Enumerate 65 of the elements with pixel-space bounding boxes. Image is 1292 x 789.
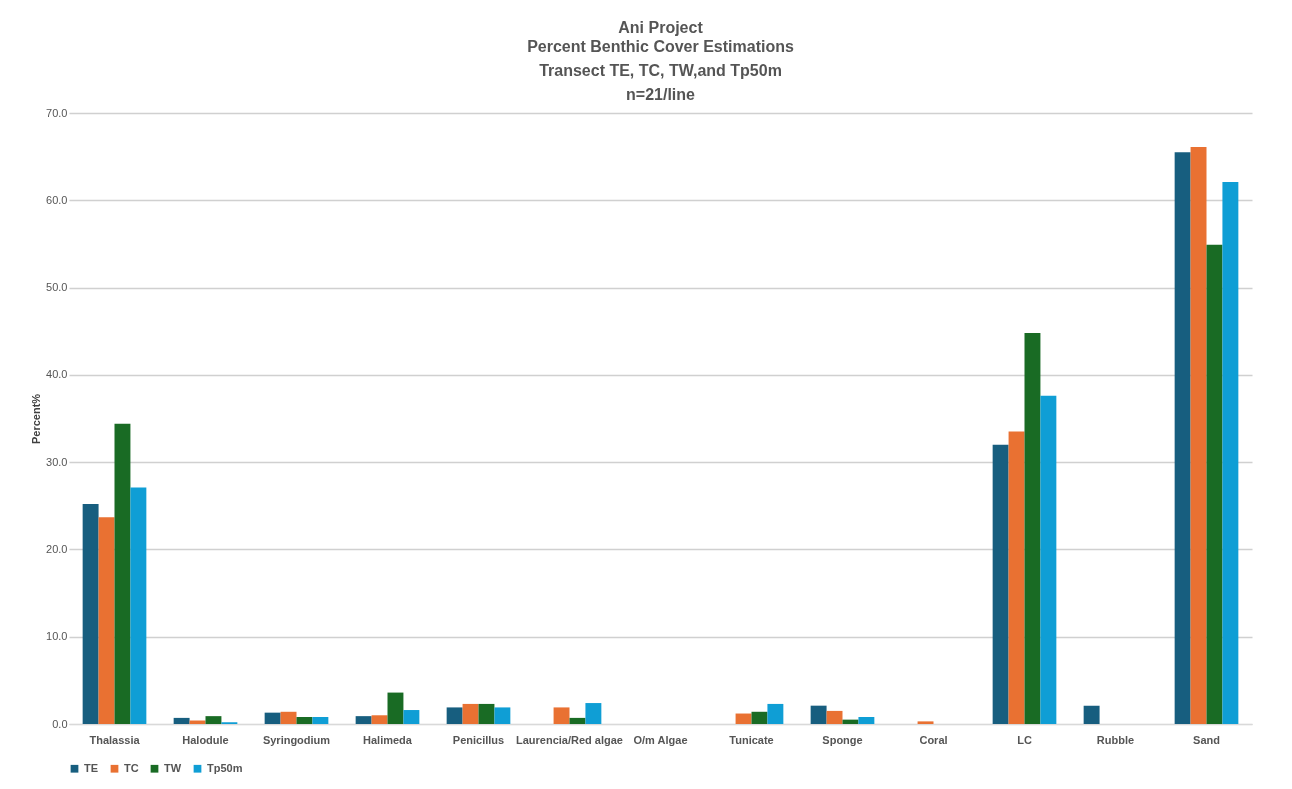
legend-label: TE bbox=[84, 761, 99, 774]
bar bbox=[371, 715, 388, 724]
bar bbox=[478, 703, 495, 724]
y-tick-label: 50.0 bbox=[46, 281, 68, 294]
y-tick-label: 20.0 bbox=[46, 542, 68, 555]
x-tick-label: Halimeda bbox=[363, 733, 413, 746]
bar bbox=[264, 712, 281, 724]
x-tick-label: O/m Algae bbox=[633, 733, 688, 746]
bar bbox=[462, 703, 479, 724]
chart-subtitle: Percent Benthic Cover Estimations Transect TE, TC, TW,and Tp50m n=21/line bbox=[527, 38, 794, 103]
bar bbox=[917, 721, 934, 724]
y-axis-title: Percent% bbox=[30, 393, 43, 445]
y-tick-label: 10.0 bbox=[46, 630, 68, 643]
y-tick-label: 40.0 bbox=[46, 368, 68, 381]
bar bbox=[1206, 244, 1223, 724]
bar bbox=[810, 705, 827, 724]
bar bbox=[1190, 147, 1207, 724]
bar bbox=[585, 703, 602, 724]
bar bbox=[205, 716, 222, 724]
y-tick-label: 60.0 bbox=[46, 193, 68, 206]
x-tick-label: Thalassia bbox=[89, 733, 141, 746]
bar bbox=[446, 707, 463, 724]
x-tick-label: Penicillus bbox=[452, 733, 505, 746]
bar bbox=[767, 703, 784, 724]
x-tick-label: Coral bbox=[919, 733, 948, 746]
bar bbox=[751, 711, 768, 724]
bar bbox=[387, 692, 404, 724]
bar bbox=[1222, 181, 1239, 724]
legend-label: TW bbox=[164, 761, 182, 774]
bar bbox=[296, 717, 313, 724]
x-tick-label: LC bbox=[1017, 733, 1032, 746]
bar bbox=[735, 713, 752, 724]
bar bbox=[280, 711, 297, 724]
bar bbox=[114, 423, 131, 724]
y-tick-label: 70.0 bbox=[46, 106, 68, 119]
y-tick-label: 30.0 bbox=[46, 455, 68, 468]
chart-title: Ani Project bbox=[618, 19, 704, 36]
x-tick-label: Laurencia/Red algae bbox=[516, 733, 623, 746]
bar bbox=[553, 707, 570, 724]
bar bbox=[1174, 152, 1191, 724]
x-tick-label: Syringodium bbox=[262, 733, 331, 746]
bar bbox=[173, 717, 190, 724]
bar bbox=[403, 710, 420, 724]
bar bbox=[355, 716, 372, 724]
bar bbox=[1024, 332, 1041, 724]
bar bbox=[826, 710, 843, 724]
x-tick-label: Sand bbox=[1193, 733, 1220, 746]
bar bbox=[858, 717, 875, 724]
bar bbox=[494, 707, 511, 724]
x-tick-label: Tunicate bbox=[729, 733, 774, 746]
bar bbox=[130, 487, 147, 724]
bar bbox=[1040, 395, 1057, 724]
bar bbox=[82, 504, 99, 724]
legend-label: Tp50m bbox=[207, 761, 243, 774]
x-tick-label: Rubble bbox=[1096, 733, 1135, 746]
y-tick-label: 0.0 bbox=[52, 717, 68, 730]
bar bbox=[1008, 431, 1025, 724]
bar bbox=[569, 717, 586, 724]
bar bbox=[992, 444, 1009, 724]
legend-label: TC bbox=[124, 761, 139, 774]
x-tick-label: Halodule bbox=[182, 733, 229, 746]
bar bbox=[1083, 705, 1100, 724]
x-tick-label: Sponge bbox=[822, 733, 863, 746]
bar bbox=[312, 717, 329, 724]
bar bbox=[98, 517, 115, 724]
